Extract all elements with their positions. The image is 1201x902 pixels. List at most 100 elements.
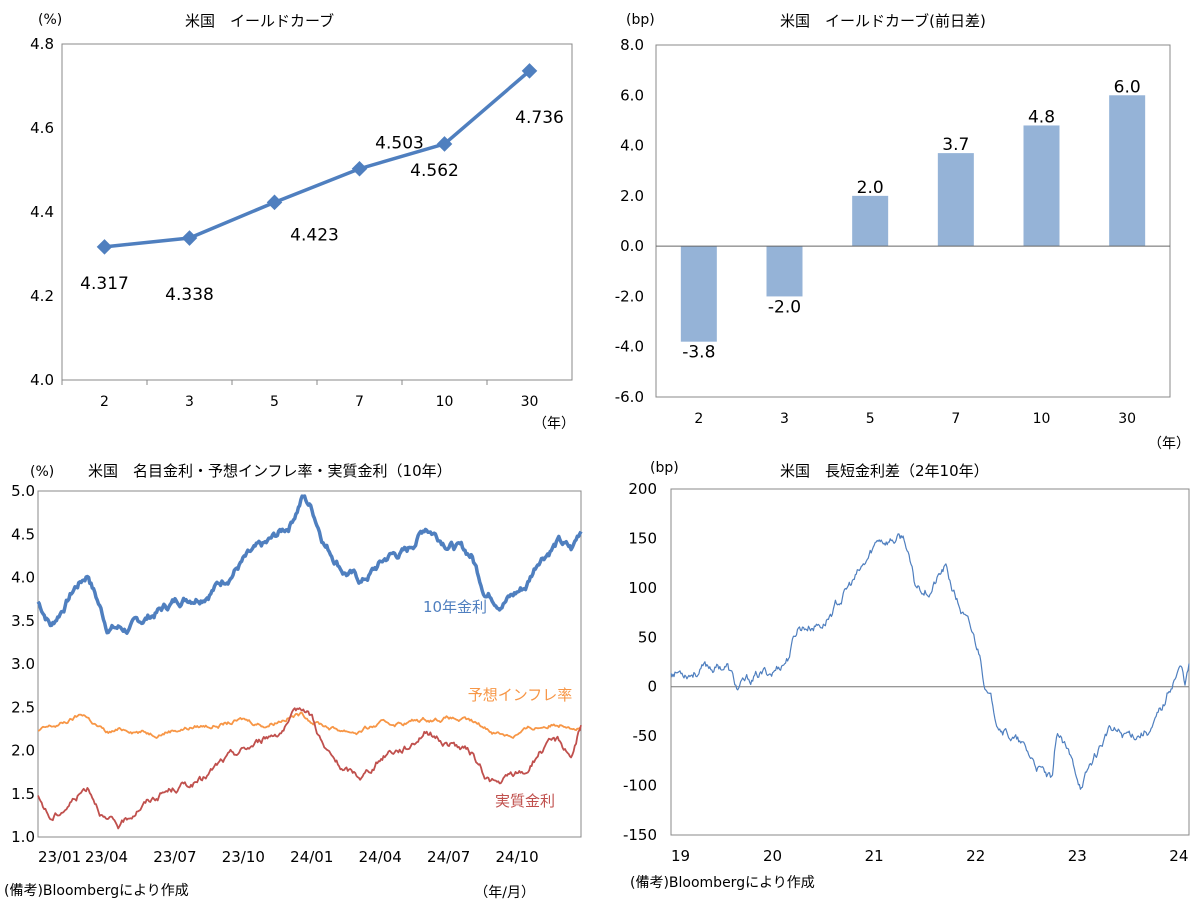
y-tick-label: 6.0	[620, 86, 644, 104]
x-tick-label: 7	[355, 394, 364, 410]
y-axis-unit: (bp)	[650, 460, 679, 476]
series-line	[37, 711, 581, 739]
x-tick-label: 24/07	[427, 848, 470, 866]
data-label: 3.7	[942, 135, 969, 155]
data-label: -2.0	[768, 297, 801, 317]
data-label: 4.423	[290, 225, 339, 245]
y-tick-label: 3.5	[11, 612, 35, 630]
y-tick-label: 50	[638, 628, 657, 646]
data-point	[436, 136, 453, 152]
y-tick-label: -50	[633, 727, 658, 745]
series-line	[36, 494, 583, 635]
yield-curve-chart: (%) 4.0 4.2 4.4 4.6 4.8 2 3 5 7 10 30 （年） 4.317 4.338 4…	[30, 12, 575, 432]
y-tick-label: 3.0	[11, 655, 35, 673]
y-tick-label: 4.0	[620, 137, 644, 155]
y-axis-unit: (bp)	[626, 12, 655, 28]
bar	[1109, 95, 1146, 247]
x-tick-label: 5	[270, 394, 279, 410]
real-rates-panel: 米国 名目金利・予想インフレ率・実質金利（10年） (%) 5.0 4.5 4.0 3.…	[0, 452, 600, 902]
data-label: 6.0	[1114, 77, 1141, 97]
chart-title: 米国 長短金利差（2年10年）	[780, 462, 989, 480]
data-point	[351, 160, 368, 177]
x-tick-label: 19	[671, 847, 690, 865]
y-tick-label: 4.8	[30, 35, 54, 53]
y-tick-label: 200	[628, 480, 657, 498]
plot-area	[655, 44, 1171, 398]
y-tick-label: 4.5	[11, 525, 35, 543]
y-tick-label: 1.0	[11, 828, 35, 846]
plot-area	[670, 488, 1190, 836]
y-tick-label: 0	[647, 678, 657, 696]
x-tick-label: 23/10	[222, 848, 265, 866]
y-tick-label: 100	[628, 579, 657, 597]
bar	[852, 195, 889, 247]
series-line	[37, 707, 582, 830]
data-label: -3.8	[682, 343, 715, 363]
x-tick-label: 30	[521, 394, 539, 410]
y-axis-unit: (%)	[30, 464, 54, 480]
y-tick-label: -6.0	[615, 388, 644, 406]
bar	[1023, 125, 1060, 247]
spread-panel: 米国 長短金利差（2年10年） (bp) 200 150 100 50 0 -50 -100 -…	[600, 452, 1201, 902]
x-tick-label: 24/04	[359, 848, 402, 866]
x-tick-label: 30	[1118, 411, 1136, 427]
y-tick-label: 4.4	[30, 203, 54, 221]
series-label: 10年金利	[423, 598, 487, 616]
y-tick-label: 150	[628, 529, 657, 547]
y-tick-label: 1.5	[11, 785, 35, 803]
plot-area	[61, 43, 573, 381]
y-tick-label: -2.0	[615, 287, 644, 305]
bar	[937, 153, 974, 247]
x-tick-label: 24	[1169, 847, 1188, 865]
x-tick-label: 21	[865, 847, 884, 865]
yield-line	[104, 69, 531, 249]
spread-chart: (bp) 200 150 100 50 0 -50 -100 -150 19 20 21 22 23 24	[623, 460, 1190, 865]
x-tick-label: 22	[966, 847, 985, 865]
data-label: 4.317	[80, 274, 129, 294]
data-label: 4.503	[375, 134, 424, 154]
y-tick-label: 2.5	[11, 698, 35, 716]
data-label: 4.8	[1028, 107, 1055, 127]
chart-title: 米国 イールドカーブ(前日差)	[780, 12, 986, 30]
data-point	[181, 230, 198, 246]
data-label: 2.0	[857, 178, 884, 198]
chart-title: 米国 イールドカーブ	[185, 12, 335, 30]
y-tick-label: 4.0	[11, 569, 35, 587]
x-tick-label: 23	[1068, 847, 1087, 865]
series-label: 実質金利	[495, 792, 555, 810]
yield-curve-panel: 米国 イールドカーブ (%) 4.0 4.2 4.4 4.6 4.8 2 3 5 7 10 30 （年）…	[0, 0, 600, 440]
y-tick-label: 2.0	[620, 187, 644, 205]
y-tick-label: 4.2	[30, 287, 54, 305]
x-tick-label: 3	[185, 394, 194, 410]
y-tick-label: 8.0	[620, 36, 644, 54]
series-label: 予想インフレ率	[468, 686, 573, 704]
y-tick-label: -150	[623, 826, 657, 844]
x-tick-label: 10	[1033, 411, 1051, 427]
spread-line	[670, 533, 1190, 790]
bar	[766, 246, 803, 297]
x-axis-unit: （年）	[533, 416, 575, 432]
x-axis-unit: （年/月）	[474, 885, 535, 901]
real-rates-chart: (%) 5.0 4.5 4.0 3.5 3.0 2.5 2.0 1.5 1.023/01 23/04…	[11, 464, 583, 901]
x-tick-label: 3	[780, 411, 789, 427]
x-tick-label: 23/01	[38, 848, 81, 866]
y-tick-label: -100	[623, 777, 657, 795]
x-tick-label: 23/07	[153, 848, 196, 866]
x-tick-label: 24/10	[496, 848, 539, 866]
x-tick-label: 10	[436, 394, 454, 410]
x-axis-unit: （年）	[1148, 436, 1190, 452]
y-tick-label: 0.0	[620, 237, 644, 255]
x-tick-label: 2	[694, 411, 703, 427]
data-point	[266, 194, 283, 211]
source-note: (備考)Bloombergにより作成	[4, 883, 189, 899]
yield-change-panel: 米国 イールドカーブ(前日差) (bp) 8.0 6.0 4.0 2.0 0.0 -2.0 -…	[600, 0, 1201, 455]
x-tick-label: 24/01	[290, 848, 333, 866]
y-tick-label: 5.0	[11, 482, 35, 500]
x-tick-label: 5	[866, 411, 875, 427]
data-label: 4.736	[515, 108, 564, 128]
x-tick-label: 7	[951, 411, 960, 427]
data-label: 4.562	[410, 161, 459, 181]
source-note: (備考)Bloombergにより作成	[630, 875, 815, 891]
plot-area	[37, 490, 582, 838]
chart-title: 米国 名目金利・予想インフレ率・実質金利（10年）	[88, 462, 452, 480]
